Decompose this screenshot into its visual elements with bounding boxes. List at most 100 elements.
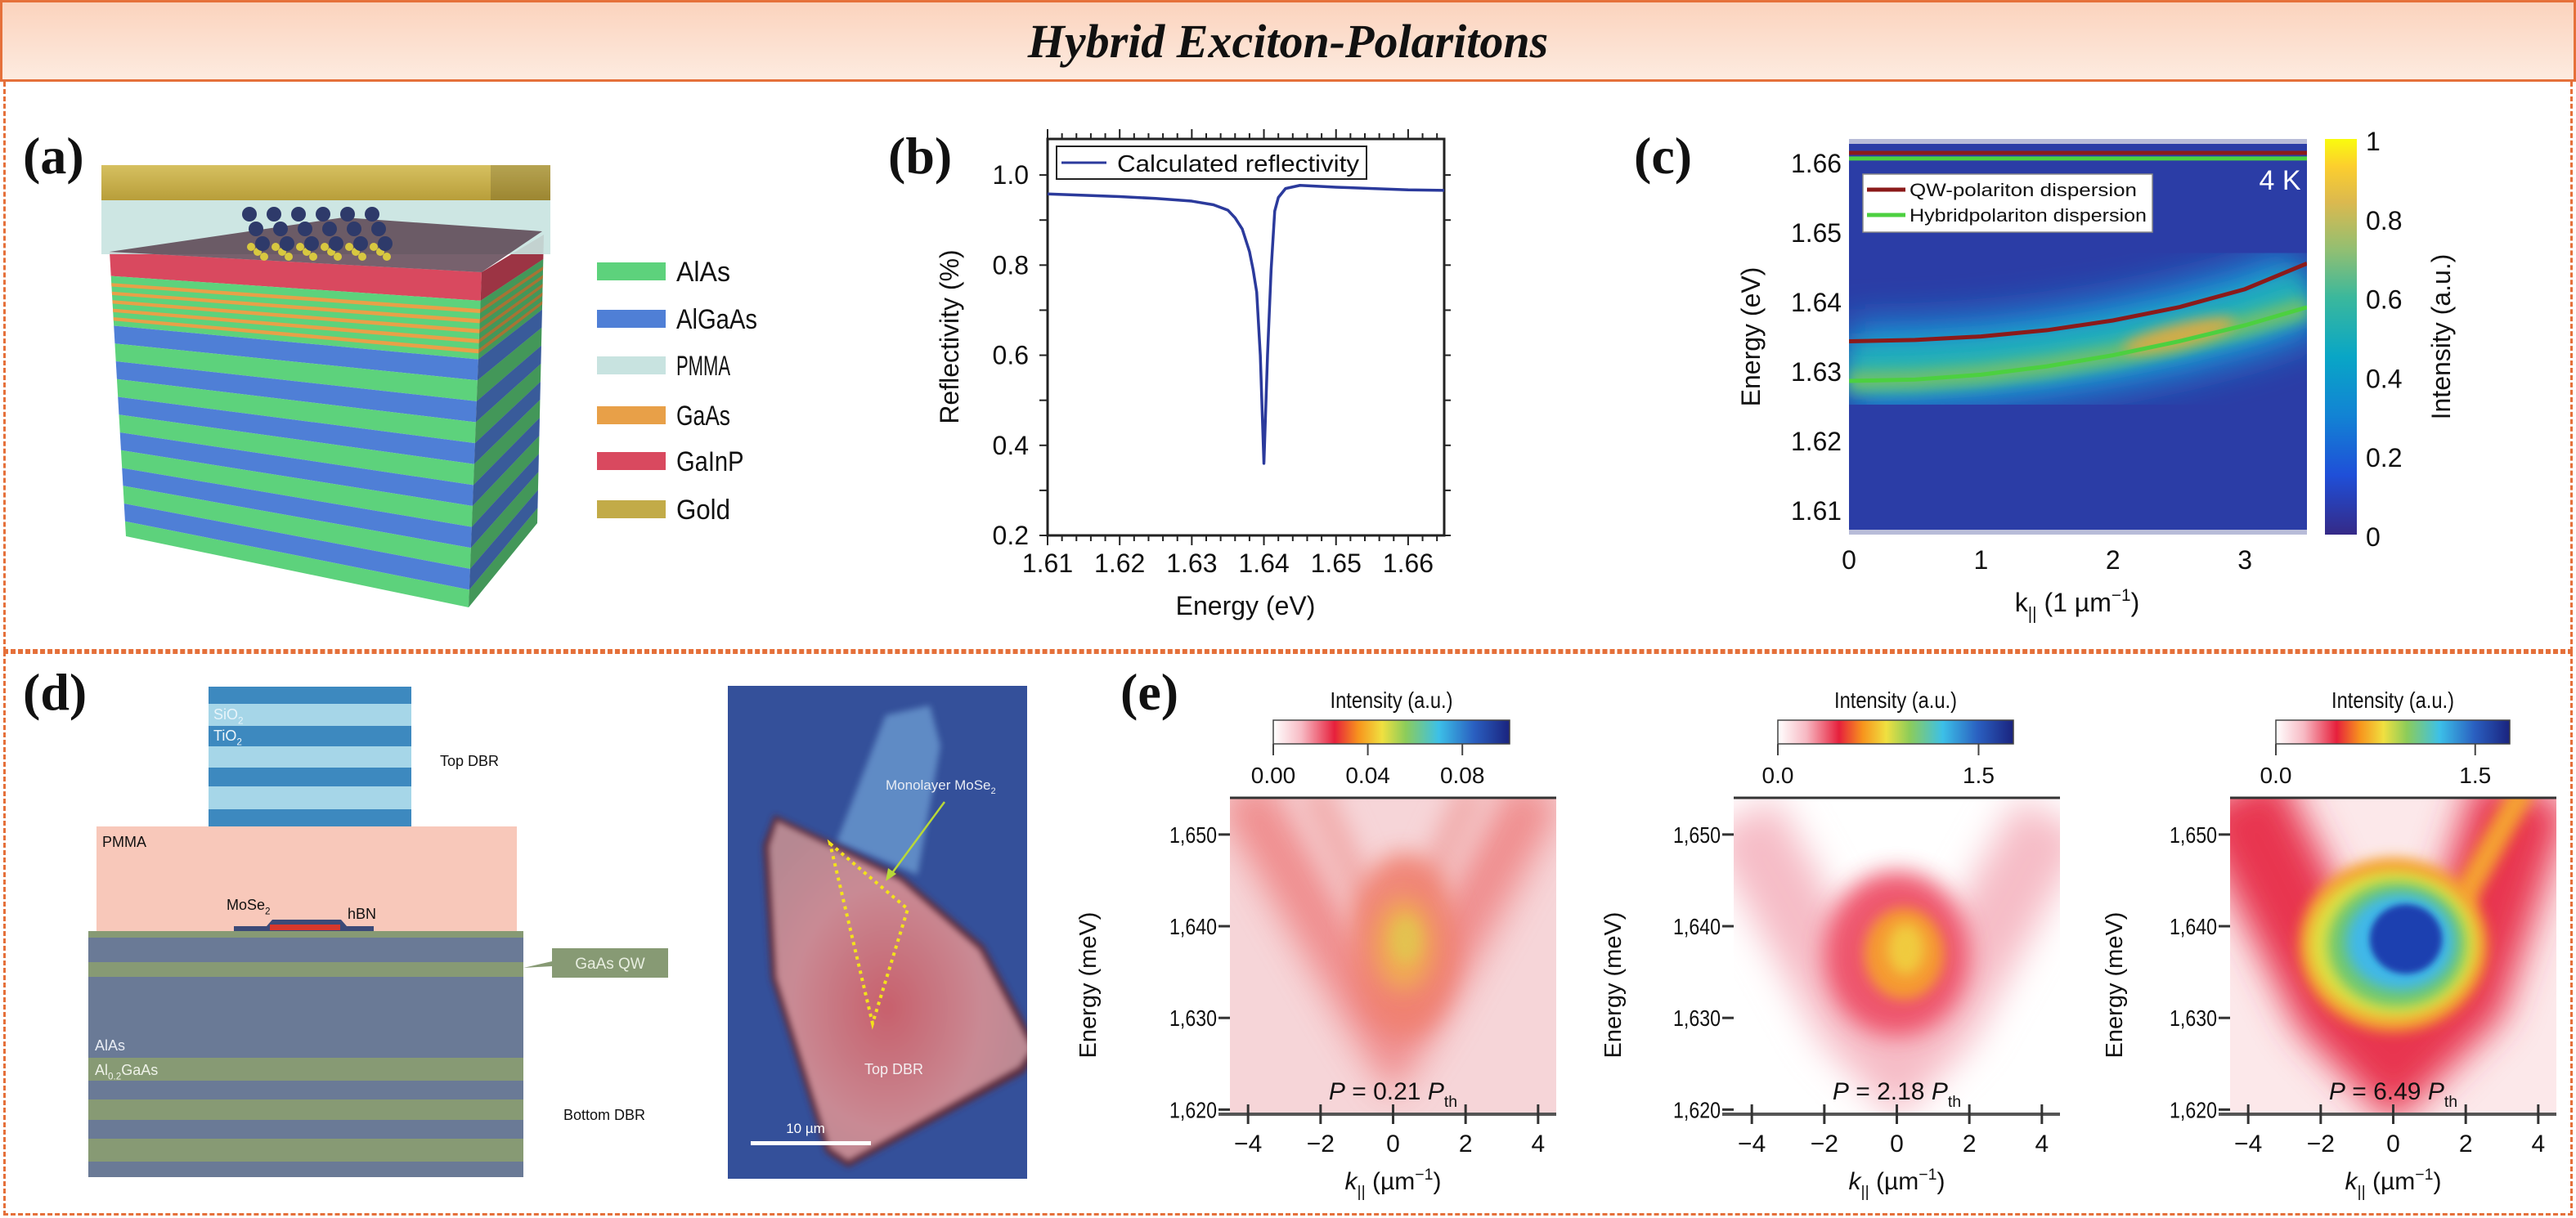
alas-label: AlAs [95,1037,125,1054]
text-segment: || [1861,1183,1869,1201]
x-tick-label: 0 [1386,1131,1400,1158]
text-segment: (1 µm [2037,588,2112,617]
text-segment: ) [1936,1168,1945,1195]
text-segment: = 6.49 [2345,1078,2428,1105]
heatmap-image [2230,798,2556,1114]
legend-swatch [597,356,666,374]
top-dbr-label: Top DBR [864,1061,923,1077]
panel-label-b: (b) [888,127,952,185]
sio2-layer [209,704,411,726]
layer-algaas-side [477,309,542,381]
text-segment: −1 [2112,586,2131,605]
y-tick-label: 1,650 [1673,822,1721,848]
reflectivity-line [1047,184,1445,465]
pmma-label: PMMA [102,834,146,850]
text-segment: (µm [2366,1168,2416,1195]
x-tick-label: 2 [1459,1131,1473,1158]
layer-alas-front [124,521,469,607]
x-axis-label: Energy (eV) [1176,591,1316,620]
alas-layer [88,1081,523,1099]
layer-alas-side [473,400,541,486]
legend-label: AlGaAs [676,304,757,335]
y-tick-label: 1,640 [1673,914,1721,939]
x-tick-label: 4 [2531,1131,2545,1158]
colorbar-tick-label: 1.5 [1963,763,1995,788]
molecule-atom [304,236,319,251]
layer-gaas-side [479,284,543,334]
y-tick-label: 1.66 [1791,149,1842,178]
panel-e-spectrum-2: 1,620 1,630 1,640 1,650 −4 −2 0 2 4 k|| (µm−1) Ene… [1600,687,2060,1201]
text-segment: = 0.21 [1345,1078,1428,1105]
x-axis-label: k|| (µm−1) [2345,1166,2442,1201]
text-sub: 2 [238,715,244,726]
chart-legend: Calculated reflectivity [1056,146,1367,180]
tio2-layer [209,768,411,786]
text-segment: = 2.18 [1849,1078,1932,1105]
molecule-atom [285,253,293,261]
layer-algaas-front [115,360,477,423]
legend-swatch [597,406,666,424]
y-tick-label: 1,640 [2170,914,2217,939]
layer-algaas-front [122,468,472,549]
x-tick-label: 4 [2035,1131,2049,1158]
text-segment: P [2428,1078,2444,1105]
top-dbr-label: Top DBR [440,753,499,769]
panel-e-spectrum-3: 1,620 1,630 1,640 1,650 −4 −2 0 2 4 k|| (µm−1) Ene… [2102,687,2556,1201]
colorbar-tick-label: 0.2 [2366,443,2402,472]
layer-gaas-front [113,308,479,343]
legend-item-gaas: GaAs [597,401,730,432]
legend-label: GaInP [676,446,744,477]
layer-alas-front [114,343,478,401]
panel-label-c: (c) [1634,127,1692,185]
molecule-atom [272,243,280,251]
colorbar-tick-label: 0 [2366,522,2381,552]
legend-item-gainp: GaInP [597,446,744,477]
layer-gaas-front [111,283,481,314]
text-segment: k [2015,588,2029,617]
colorbar-label: Intensity (a.u.) [2331,687,2454,713]
x-tick-label: 1.65 [1311,549,1362,578]
layer-alas-front [116,378,476,444]
layer-gaas-side [478,301,543,354]
layer-alas-front [119,414,474,486]
colorbar-tick-label: 0.00 [1251,763,1296,788]
y-tick-label: 1,620 [1169,1097,1217,1122]
algaas-layer [88,962,523,977]
chart-legend: QW-polariton dispersion Hybridpolariton d… [1862,173,2153,233]
x-tick-label: 1.62 [1094,549,1145,578]
sio2-layer [209,786,411,809]
arrow-line [888,801,946,877]
layer-gaas-side [480,266,544,314]
text-main: Monolayer MoSe [886,777,991,793]
text-segment: −1 [1919,1166,1936,1184]
colorbar-tick-label: 0.8 [2366,206,2402,235]
layer-alas-side [476,327,542,401]
x-tick-label: 0 [2386,1131,2400,1158]
colorbar-label: Intensity (a.u.) [2426,254,2456,420]
x-tick-label: −4 [2234,1131,2262,1158]
text-segment: th [2444,1093,2457,1111]
layer-algaas-side [470,454,539,549]
legend-item-gold: Gold [597,495,730,526]
x-tick-label: 4 [1531,1131,1545,1158]
molecule-atom [242,207,257,222]
y-tick-label: 1,650 [1169,822,1217,848]
colorbar-tick-label: 1.5 [2459,763,2491,788]
heatmap-top-edge [1849,139,2307,144]
x-tick-label: 0 [1842,545,1856,575]
colorbar-tick-label: 0.4 [2366,364,2402,393]
emission-peak [1391,916,1420,963]
intensity-peak [2123,317,2235,353]
legend-label: Gold [676,495,730,526]
temperature-annotation: 4 K [2259,165,2300,196]
molecule-atom [370,243,378,251]
molecule-atom [321,243,329,251]
text-main: SiO [213,706,238,723]
panel-label-e: (e) [1120,663,1178,721]
legend-swatch [597,452,666,470]
x-tick-label: 1.64 [1238,549,1289,578]
y-tick-label: 0.4 [993,431,1029,460]
molecule-atom [365,207,379,222]
text-segment: P [1932,1078,1948,1105]
